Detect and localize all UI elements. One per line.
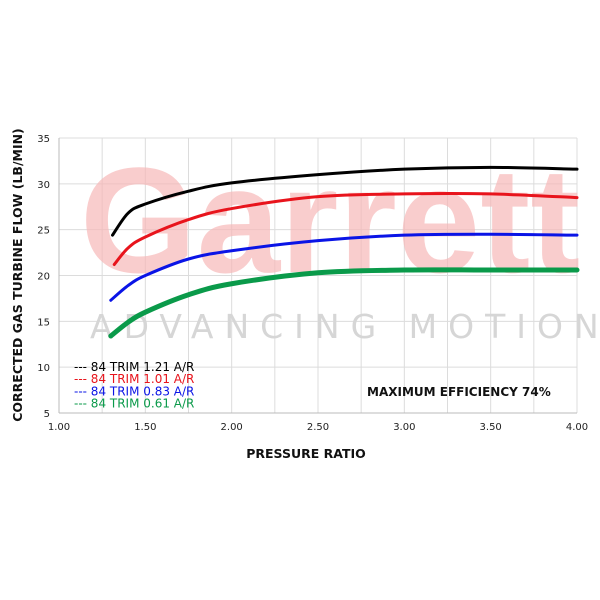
y-tick-label: 30 bbox=[37, 180, 50, 191]
legend-entry: --- 84 TRIM 0.61 A/R bbox=[74, 397, 194, 411]
x-axis-label: PRESSURE RATIO bbox=[246, 446, 366, 461]
series-line-0 bbox=[111, 165, 579, 237]
x-tick-label: 1.00 bbox=[48, 422, 70, 433]
watermark-brand: Garrett bbox=[80, 136, 580, 304]
x-tick-label: 2.00 bbox=[221, 422, 243, 433]
x-tick-label: 3.50 bbox=[480, 422, 502, 433]
legend-entry: --- 84 TRIM 0.83 A/R bbox=[74, 384, 194, 398]
legend-entry: --- 84 TRIM 1.21 A/R bbox=[74, 360, 194, 374]
y-axis-label: CORRECTED GAS TURBINE FLOW (LB/MIN) bbox=[10, 128, 25, 422]
x-tick-label: 1.50 bbox=[134, 422, 156, 433]
max-efficiency-note: MAXIMUM EFFICIENCY 74% bbox=[367, 385, 551, 399]
watermark-tagline: ADVANCING MOTION bbox=[90, 307, 600, 346]
y-tick-label: 5 bbox=[44, 409, 50, 420]
legend-entry: --- 84 TRIM 1.01 A/R bbox=[74, 372, 194, 386]
y-tick-label: 25 bbox=[37, 226, 50, 237]
series-line-3 bbox=[108, 267, 580, 339]
series-line-2 bbox=[109, 232, 579, 302]
series-group bbox=[108, 165, 580, 339]
y-tick-label: 10 bbox=[37, 363, 50, 374]
y-tick-label: 20 bbox=[37, 272, 50, 283]
x-tick-label: 4.00 bbox=[566, 422, 588, 433]
tick-labels: 1.00 1.50 2.00 2.50 3.00 3.50 4.00 5 10 15 20 25 30 3… bbox=[37, 134, 588, 433]
grid bbox=[58, 137, 578, 414]
series-line-1 bbox=[112, 192, 579, 266]
x-tick-label: 3.00 bbox=[393, 422, 415, 433]
legend: --- 84 TRIM 1.21 A/R--- 84 TRIM 1.01 A/R… bbox=[74, 360, 194, 411]
x-tick-label: 2.50 bbox=[307, 422, 329, 433]
y-tick-label: 35 bbox=[37, 134, 50, 145]
y-tick-label: 15 bbox=[37, 317, 50, 328]
